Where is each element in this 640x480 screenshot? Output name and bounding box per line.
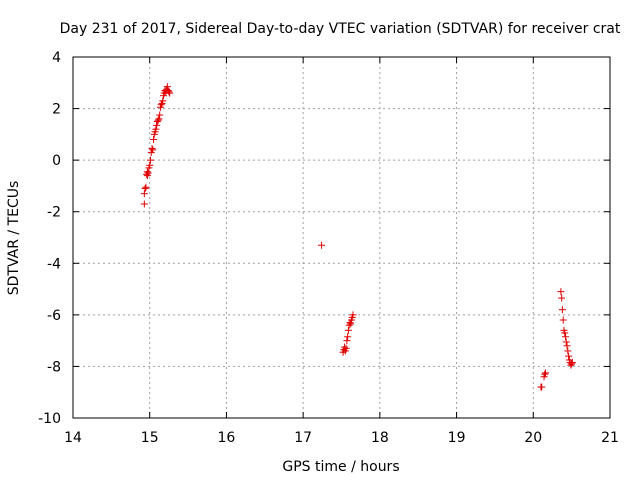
data-point [146, 161, 154, 169]
data-point [148, 145, 156, 153]
data-point [154, 116, 162, 124]
data-point [318, 241, 326, 249]
data-point [559, 316, 567, 324]
data-point [344, 326, 352, 334]
data-point [141, 185, 149, 193]
data-point [163, 83, 171, 91]
data-point [150, 136, 158, 144]
x-tick-label: 16 [218, 430, 236, 446]
data-point [159, 97, 167, 105]
data-point [563, 342, 571, 350]
data-point [156, 111, 164, 119]
x-tick-label: 19 [448, 430, 466, 446]
data-point [146, 156, 154, 164]
data-point [562, 338, 570, 346]
x-axis-label: GPS time / hours [282, 459, 399, 475]
data-point [155, 115, 163, 123]
x-tick-label: 21 [601, 430, 619, 446]
data-point [142, 183, 150, 191]
data-point [561, 329, 569, 337]
data-point [149, 146, 157, 154]
data-point [343, 337, 351, 345]
y-tick-label: 4 [52, 50, 61, 66]
data-point [165, 88, 173, 96]
data-point [140, 190, 148, 198]
x-tick-label: 17 [294, 430, 312, 446]
data-points [140, 83, 576, 391]
axis-ticks [72, 56, 611, 419]
data-point [344, 333, 352, 341]
data-point [347, 320, 355, 328]
data-point [166, 89, 174, 97]
data-point [557, 288, 565, 296]
data-point [558, 294, 566, 302]
y-tick-labels: 4 2 0 -2 -4 -6 -8 -10 [38, 50, 61, 427]
y-tick-label: -10 [38, 411, 61, 427]
y-tick-label: -8 [47, 359, 61, 375]
data-point [562, 333, 570, 341]
y-tick-label: 0 [52, 153, 61, 169]
data-point [153, 121, 161, 129]
data-point [538, 383, 546, 391]
data-point [342, 344, 350, 352]
data-point [568, 359, 576, 367]
data-point [140, 200, 148, 208]
data-point [157, 101, 165, 109]
x-tick-label: 15 [141, 430, 159, 446]
grid-lines [73, 57, 610, 418]
y-tick-label: -2 [47, 205, 61, 221]
chart-title: Day 231 of 2017, Sidereal Day-to-day VTE… [60, 21, 621, 37]
data-point [152, 125, 160, 133]
y-tick-label: 2 [52, 102, 61, 118]
data-point [558, 306, 566, 314]
data-point [568, 360, 576, 368]
data-point [565, 352, 573, 360]
x-tick-label: 20 [524, 430, 542, 446]
plot-frame [72, 56, 611, 419]
x-tick-label: 18 [371, 430, 389, 446]
y-tick-label: -6 [47, 308, 61, 324]
x-tick-label: 14 [64, 430, 82, 446]
data-point [349, 311, 357, 319]
data-point [564, 347, 572, 355]
x-tick-labels: 14 15 16 17 18 19 20 21 [64, 430, 619, 446]
y-tick-label: -4 [47, 256, 61, 272]
data-point [341, 343, 349, 351]
y-axis-label: SDTVAR / TECUs [6, 181, 22, 296]
data-point [542, 369, 550, 377]
data-point [541, 370, 549, 378]
data-point [144, 169, 152, 177]
